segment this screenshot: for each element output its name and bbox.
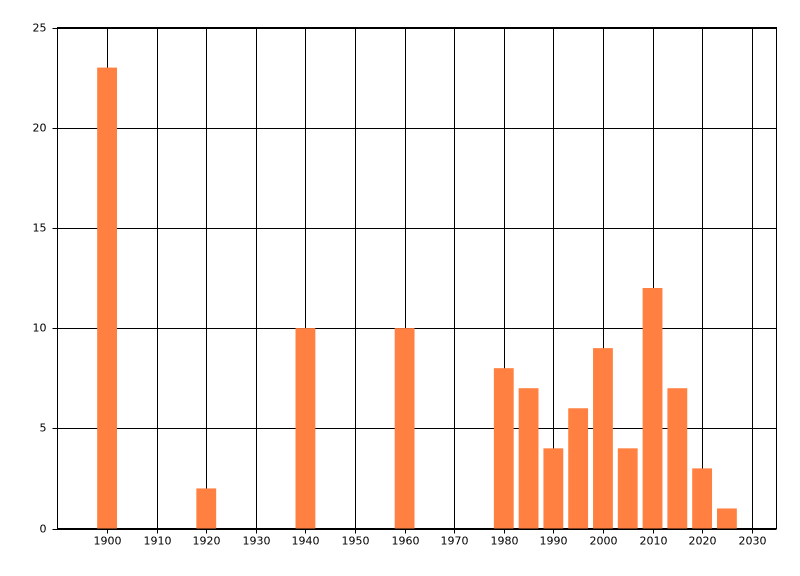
x-tick-label: 2030 [739,535,767,548]
x-tick-label: 1970 [441,535,469,548]
plot-frame [57,27,777,529]
y-tick-label: 20 [33,122,47,135]
bar [543,448,564,529]
bar [394,328,415,529]
x-tick-label: 1990 [540,535,568,548]
x-tick-label: 1940 [292,535,320,548]
x-tick-label: 1910 [144,535,172,548]
bar [642,288,663,529]
bar [617,448,638,529]
x-tick-label: 2010 [640,535,668,548]
y-tick-label: 15 [33,222,47,235]
x-tick-label: 1950 [342,535,370,548]
bar [493,368,514,529]
x-tick-label: 1900 [94,535,122,548]
x-tick-label: 2000 [590,535,618,548]
bar [568,408,589,529]
y-tick-label: 5 [40,422,47,435]
y-tick-label: 10 [33,322,47,335]
y-tick-label: 0 [40,523,47,536]
x-tick-label: 1980 [491,535,519,548]
y-tick-label: 25 [33,22,47,35]
bar [692,468,713,529]
x-tick-label: 2020 [689,535,717,548]
bar [667,388,688,529]
bar [716,508,737,529]
x-tick-label: 1960 [392,535,420,548]
x-tick-label: 1930 [243,535,271,548]
bar [196,488,217,529]
bar [295,328,316,529]
bar [518,388,539,529]
x-tick-label: 1920 [193,535,221,548]
bar [593,348,613,529]
bar [97,67,118,529]
